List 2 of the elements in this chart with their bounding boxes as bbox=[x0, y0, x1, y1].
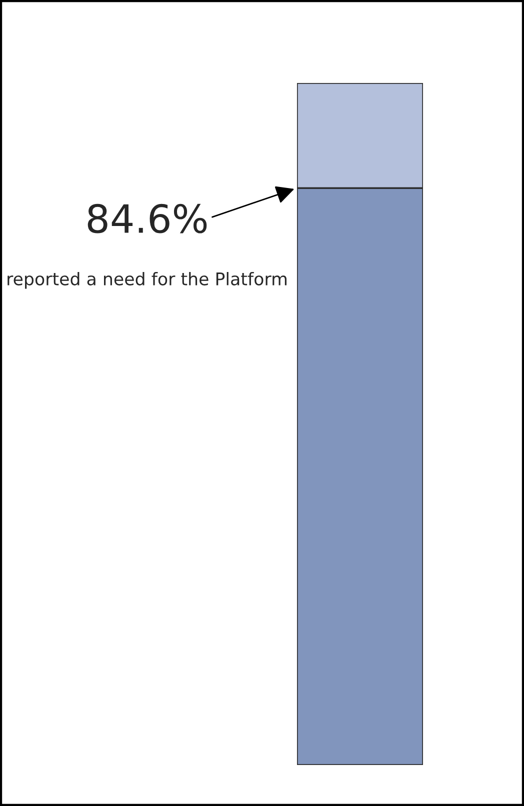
data-label: 84.6% bbox=[88, 204, 207, 234]
text: reported a need for the Platform bbox=[8, 272, 286, 289]
